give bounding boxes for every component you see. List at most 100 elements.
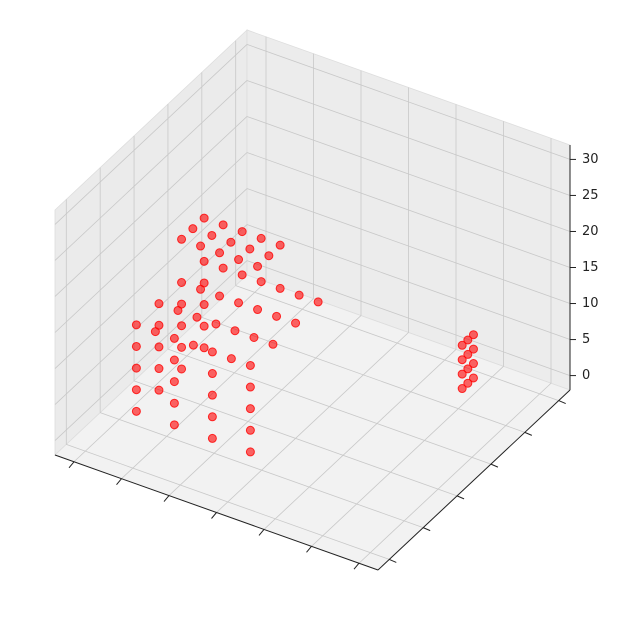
point: [177, 364, 187, 374]
x-tick: [68, 461, 75, 469]
point: [256, 277, 266, 287]
point: [154, 385, 164, 395]
grid-line: [246, 80, 571, 196]
grid-line: [246, 44, 571, 160]
point: [199, 300, 209, 310]
grid-line: [167, 348, 492, 465]
point: [230, 326, 240, 336]
z-tick-label: 10: [582, 296, 599, 311]
z-tick-label: 25: [582, 188, 599, 203]
point: [245, 404, 255, 414]
point: [268, 339, 278, 349]
x-tick: [353, 562, 360, 570]
grid-line: [235, 285, 559, 401]
grid-line: [73, 281, 267, 463]
point: [131, 406, 141, 416]
point: [468, 330, 478, 340]
grid-line: [54, 224, 248, 405]
point: [199, 256, 209, 266]
y-tick: [389, 558, 397, 563]
grid-line: [54, 188, 248, 369]
point: [226, 237, 236, 247]
grid-line: [246, 152, 571, 268]
grid-line: [246, 188, 571, 304]
point: [218, 220, 228, 230]
point: [177, 299, 187, 309]
point: [234, 298, 244, 308]
x-tick: [116, 478, 122, 485]
point: [245, 425, 255, 435]
point: [199, 213, 209, 223]
point: [154, 342, 164, 352]
grid-line: [168, 315, 362, 496]
point: [237, 270, 247, 280]
point: [463, 364, 473, 374]
point: [207, 369, 217, 379]
grid-line: [263, 349, 457, 530]
point: [463, 349, 473, 359]
point: [313, 297, 323, 307]
point: [457, 355, 467, 365]
point: [468, 373, 478, 383]
point: [169, 355, 179, 365]
point: [188, 224, 198, 234]
x-tick: [306, 546, 312, 553]
point: [207, 412, 217, 422]
point: [207, 347, 217, 357]
point: [154, 320, 164, 330]
point: [291, 318, 301, 328]
point: [131, 341, 141, 351]
grid-line: [54, 80, 248, 261]
point: [272, 311, 282, 321]
point: [207, 390, 217, 400]
point: [457, 340, 467, 350]
point: [177, 234, 187, 244]
grid-line: [54, 260, 248, 441]
x-tick: [163, 495, 170, 502]
point: [463, 335, 473, 345]
z-tick-label: 5: [582, 332, 590, 347]
z-tick-label: 20: [582, 224, 599, 239]
point: [253, 305, 263, 315]
grid-line: [246, 116, 571, 232]
y-tick: [456, 495, 465, 500]
point: [169, 398, 179, 408]
x-tick: [211, 512, 217, 519]
point: [245, 382, 255, 392]
point: [177, 278, 187, 287]
grid-line: [358, 382, 552, 564]
y-tick: [422, 527, 431, 532]
point: [169, 377, 179, 387]
point: [154, 364, 164, 374]
grid-line: [246, 260, 571, 376]
point: [275, 283, 285, 293]
x-axis: [54, 454, 379, 571]
grid-line: [54, 44, 248, 225]
point: [154, 299, 164, 309]
point: [245, 360, 255, 370]
point: [207, 433, 217, 443]
grid-line: [246, 224, 571, 340]
point: [211, 319, 221, 329]
x-tick: [258, 529, 265, 536]
grid-line: [66, 444, 390, 560]
point: [196, 241, 206, 251]
point: [253, 261, 263, 271]
z-tick-label: 15: [582, 260, 599, 275]
point: [215, 291, 225, 301]
grid-line: [311, 366, 504, 547]
point: [177, 321, 187, 331]
point: [264, 251, 274, 261]
point: [215, 248, 225, 258]
point: [169, 333, 179, 343]
grid-line: [54, 152, 248, 333]
point: [199, 343, 209, 353]
point: [457, 384, 467, 394]
point: [457, 369, 467, 379]
y-tick: [490, 463, 499, 468]
point: [207, 230, 217, 240]
point: [245, 244, 255, 254]
grid-line: [133, 380, 458, 497]
y-tick: [558, 400, 566, 405]
